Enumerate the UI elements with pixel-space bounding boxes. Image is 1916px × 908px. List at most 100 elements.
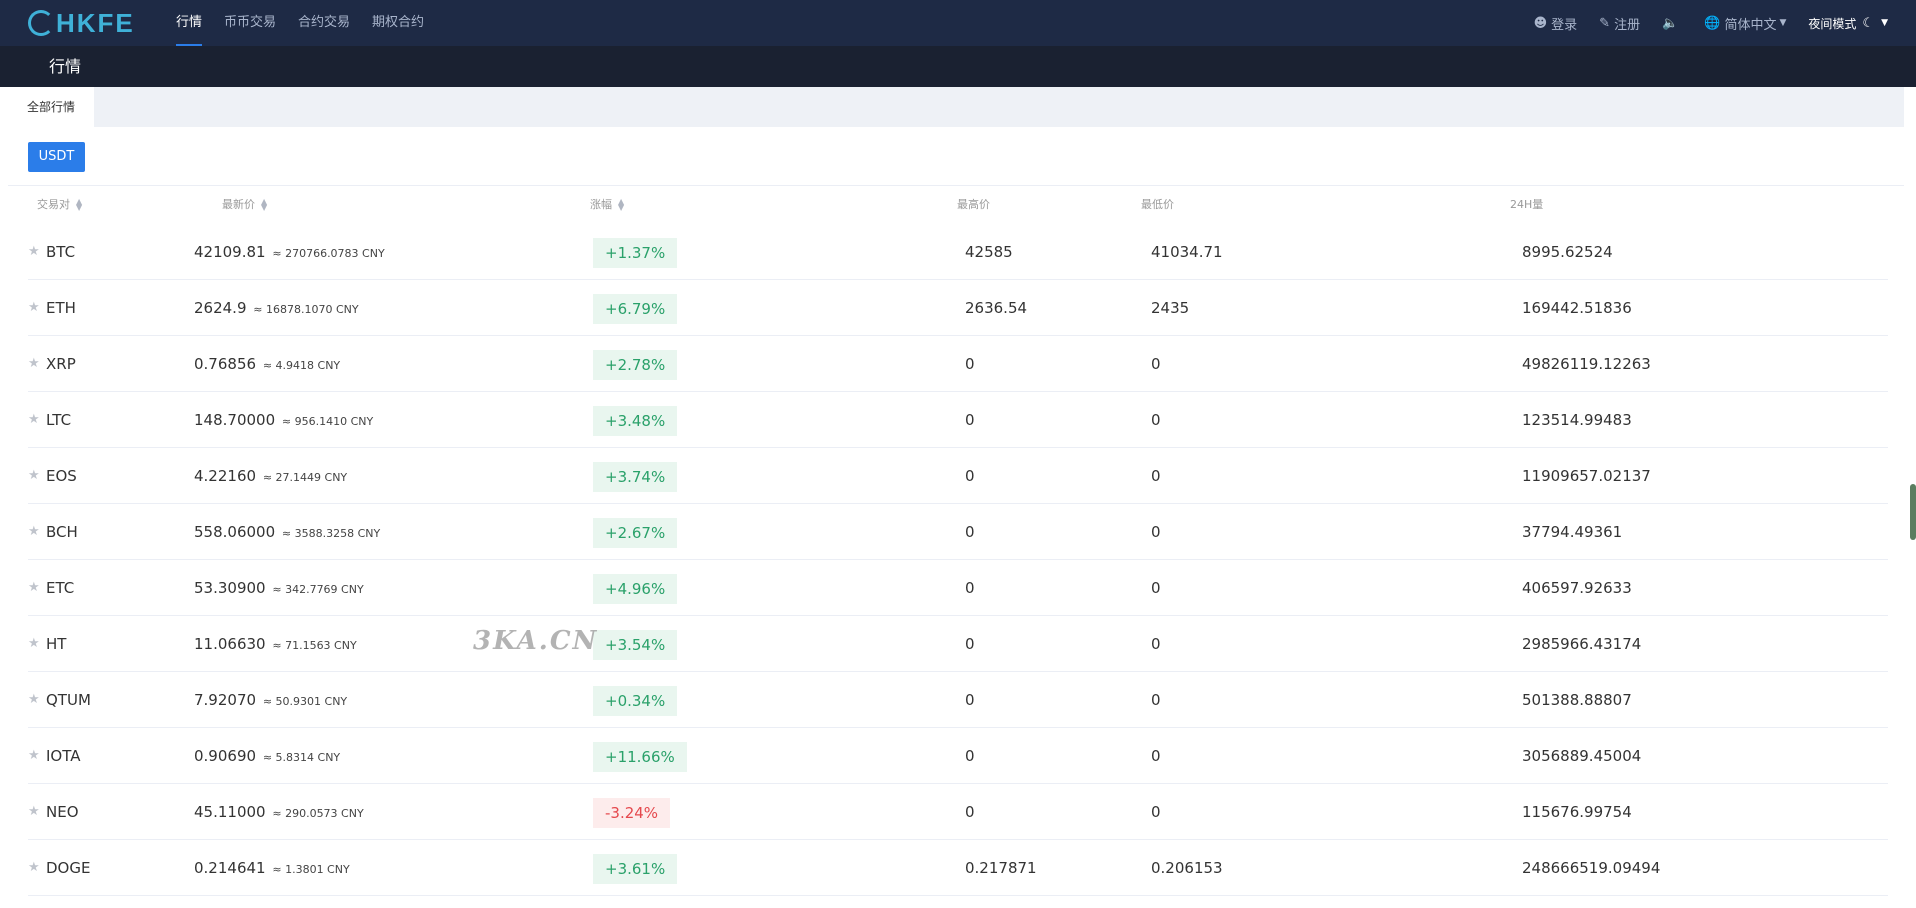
pair-name: XRP <box>46 355 76 373</box>
table-row[interactable]: ★ BTC 42109.81 ≈ 270766.0783 CNY +1.37% 4258… <box>28 224 1888 280</box>
watermark: 3KA.CN <box>473 626 599 656</box>
star-icon[interactable]: ★ <box>28 580 40 595</box>
star-icon[interactable]: ★ <box>28 468 40 483</box>
volume-24h: 49826119.12263 <box>1522 355 1651 373</box>
header-last-price[interactable]: 最新价 ▲ ▼ <box>222 186 267 224</box>
header-volume-label: 24H量 <box>1510 198 1544 211</box>
high-price: 0 <box>965 579 975 597</box>
last-price: 7.92070 ≈ 50.9301 CNY <box>194 672 347 730</box>
volume-24h: 406597.92633 <box>1522 579 1632 597</box>
edit-icon: ✎ <box>1599 15 1611 31</box>
pair-name: ETC <box>46 579 75 597</box>
table-header: 交易对 ▲ ▼ 最新价 ▲ ▼ 涨幅 ▲ ▼ 最高价 最低价 24H量 <box>8 186 1904 224</box>
change-badge: +2.67% <box>593 517 678 548</box>
header-low: 最低价 <box>1141 186 1174 224</box>
change-cell: +1.37% <box>593 224 678 280</box>
market-tabs: 全部行情 <box>8 87 1904 127</box>
change-cell: -3.24% <box>593 784 671 840</box>
language-select[interactable]: 🌐 简体中文 ▼ <box>1704 14 1786 33</box>
star-icon[interactable]: ★ <box>28 412 40 427</box>
nav-item-contract-trading[interactable]: 合约交易 <box>298 15 351 30</box>
change-badge: -3.24% <box>593 797 671 828</box>
table-row[interactable]: ★ XRP 0.76856 ≈ 4.9418 CNY +2.78% 0 0 49826119… <box>28 336 1888 392</box>
star-icon[interactable]: ★ <box>28 244 40 259</box>
nav-item-spot-trading[interactable]: 币币交易 <box>224 15 277 30</box>
chevron-down-icon: ▼ <box>1779 18 1787 28</box>
high-price: 2636.54 <box>965 299 1028 317</box>
high-price: 0.217871 <box>965 859 1037 877</box>
change-cell: +11.66% <box>593 728 687 784</box>
header-change[interactable]: 涨幅 ▲ ▼ <box>590 186 624 224</box>
pair-name: DOGE <box>46 859 91 877</box>
cny-price: ≈ 1.3801 CNY <box>272 863 350 876</box>
table-row[interactable]: ★ ETC 53.30900 ≈ 342.7769 CNY +4.96% 0 0 40659… <box>28 560 1888 616</box>
low-price: 0.206153 <box>1151 859 1223 877</box>
tab-all-markets[interactable]: 全部行情 <box>8 87 94 127</box>
star-icon[interactable]: ★ <box>28 692 40 707</box>
sort-icon: ▲ ▼ <box>76 197 83 212</box>
star-icon[interactable]: ★ <box>28 860 40 875</box>
top-navbar: HKFE 行情 币币交易 合约交易 期权合约 ☻ 登录 ✎ 注册 🔈 🌐 简体中… <box>0 0 1916 46</box>
change-badge: +1.37% <box>593 237 678 268</box>
pair-name: IOTA <box>46 747 81 765</box>
volume-24h: 123514.99483 <box>1522 411 1632 429</box>
divider <box>8 185 1904 186</box>
last-price-value: 2624.9 <box>194 299 247 317</box>
login-link[interactable]: ☻ 登录 <box>1534 14 1578 33</box>
table-row[interactable]: ★ BCH 558.06000 ≈ 3588.3258 CNY +2.67% 0 0 377… <box>28 504 1888 560</box>
table-row[interactable]: ★ EOS 4.22160 ≈ 27.1449 CNY +3.74% 0 0 1190965… <box>28 448 1888 504</box>
table-row[interactable]: ★ DOGE 0.214641 ≈ 1.3801 CNY +3.61% 0.217871… <box>28 840 1888 896</box>
star-icon[interactable]: ★ <box>28 524 40 539</box>
change-cell: +3.48% <box>593 392 678 448</box>
table-row[interactable]: ★ IOTA 0.90690 ≈ 5.8314 CNY +11.66% 0 0 305688… <box>28 728 1888 784</box>
header-pair[interactable]: 交易对 ▲ ▼ <box>37 186 82 224</box>
change-badge: +3.48% <box>593 405 678 436</box>
moon-icon: ☾ <box>1862 15 1875 31</box>
market-table-body: ★ BTC 42109.81 ≈ 270766.0783 CNY +1.37% 4258… <box>28 224 1888 896</box>
change-cell: +0.34% <box>593 672 678 728</box>
volume-24h: 169442.51836 <box>1522 299 1632 317</box>
change-cell: +3.61% <box>593 840 678 896</box>
nav-item-options-contract[interactable]: 期权合约 <box>372 15 425 30</box>
last-price: 148.70000 ≈ 956.1410 CNY <box>194 392 373 450</box>
table-row[interactable]: ★ LTC 148.70000 ≈ 956.1410 CNY +3.48% 0 0 1235… <box>28 392 1888 448</box>
star-icon[interactable]: ★ <box>28 300 40 315</box>
pair-name: NEO <box>46 803 79 821</box>
page-header: 行情 <box>0 46 1916 87</box>
sound-toggle[interactable]: 🔈 <box>1662 16 1682 31</box>
last-price-value: 0.90690 <box>194 747 257 765</box>
brand-logo[interactable]: HKFE <box>28 8 135 38</box>
cny-price: ≈ 27.1449 CNY <box>262 471 348 484</box>
night-mode-toggle[interactable]: 夜间模式 ☾ ▼ <box>1808 15 1888 32</box>
nav-item-markets[interactable]: 行情 <box>176 0 203 46</box>
table-row[interactable]: ★ QTUM 7.92070 ≈ 50.9301 CNY +0.34% 0 0 501388… <box>28 672 1888 728</box>
pair-name: BCH <box>46 523 78 541</box>
pair-name: ETH <box>46 299 76 317</box>
last-price: 558.06000 ≈ 3588.3258 CNY <box>194 504 380 562</box>
star-icon[interactable]: ★ <box>28 356 40 371</box>
star-icon[interactable]: ★ <box>28 804 40 819</box>
cny-price: ≈ 5.8314 CNY <box>262 751 341 764</box>
user-icon: ☻ <box>1533 15 1548 31</box>
last-price-value: 53.30900 <box>194 579 266 597</box>
register-link[interactable]: ✎ 注册 <box>1599 14 1640 33</box>
scrollbar-thumb[interactable] <box>1910 484 1916 540</box>
quote-usdt-button[interactable]: USDT <box>28 142 85 172</box>
volume-24h: 248666519.09494 <box>1522 859 1661 877</box>
cny-price: ≈ 50.9301 CNY <box>262 695 348 708</box>
high-price: 0 <box>965 691 975 709</box>
volume-24h: 11909657.02137 <box>1522 467 1651 485</box>
last-price: 0.76856 ≈ 4.9418 CNY <box>194 336 340 394</box>
star-icon[interactable]: ★ <box>28 748 40 763</box>
last-price: 0.90690 ≈ 5.8314 CNY <box>194 728 340 786</box>
star-icon[interactable]: ★ <box>28 636 40 651</box>
volume-24h: 2985966.43174 <box>1522 635 1642 653</box>
low-price: 0 <box>1151 747 1161 765</box>
last-price-value: 4.22160 <box>194 467 257 485</box>
table-row[interactable]: ★ HT 11.06630 ≈ 71.1563 CNY +3.54% 0 0 2985966… <box>28 616 1888 672</box>
cny-price: ≈ 71.1563 CNY <box>272 639 357 652</box>
table-row[interactable]: ★ NEO 45.11000 ≈ 290.0573 CNY -3.24% 0 0 11567… <box>28 784 1888 840</box>
change-badge: +0.34% <box>593 685 678 716</box>
table-row[interactable]: ★ ETH 2624.9 ≈ 16878.1070 CNY +6.79% 2636.54… <box>28 280 1888 336</box>
last-price-value: 45.11000 <box>194 803 266 821</box>
